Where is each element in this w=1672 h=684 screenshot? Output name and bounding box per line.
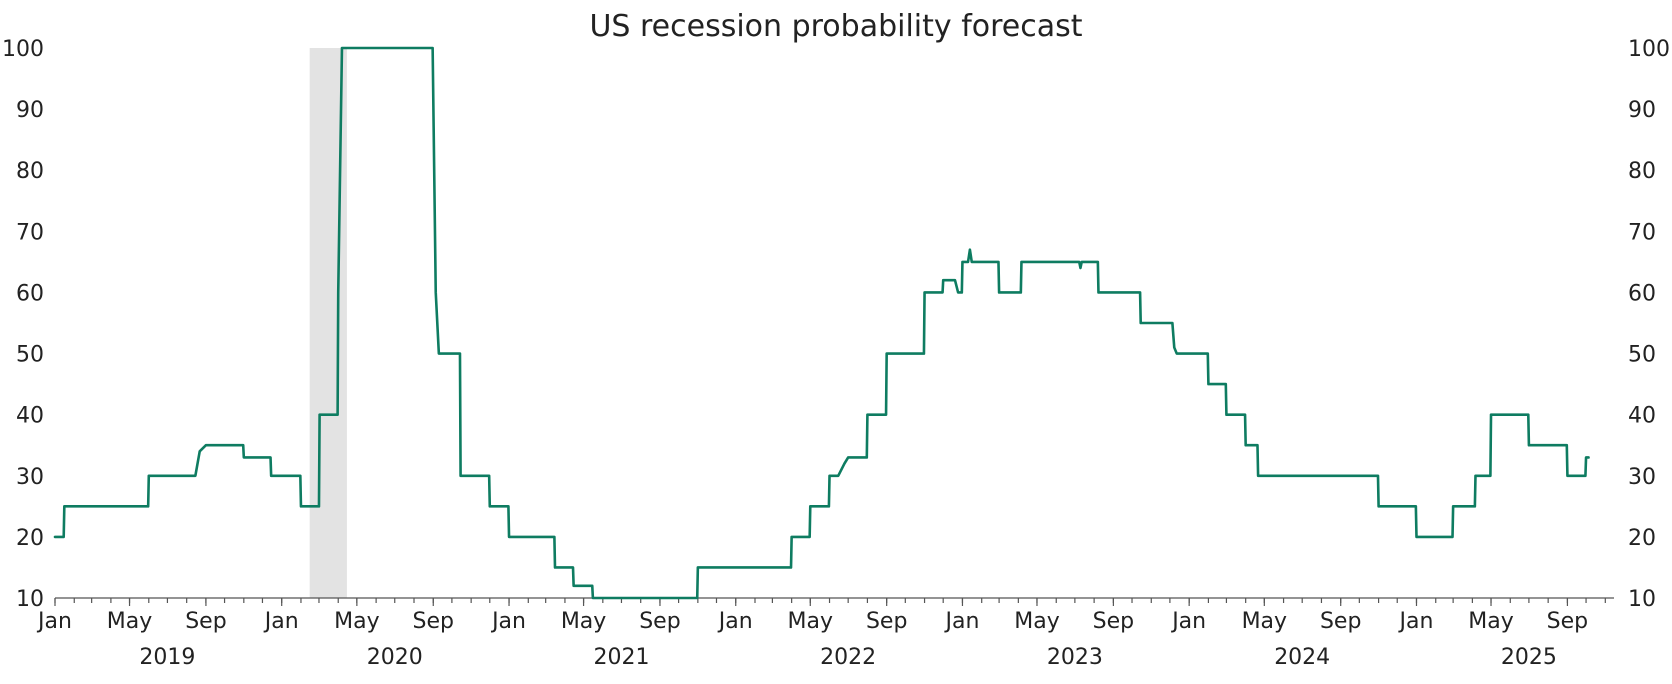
x-year-label: 2024	[1274, 645, 1330, 670]
x-tick-label: Jan	[943, 609, 979, 634]
x-tick-label: Jan	[36, 609, 72, 634]
y-tick-label-right: 50	[1628, 343, 1656, 368]
y-tick-label-right: 60	[1628, 281, 1656, 306]
y-tick-label-right: 80	[1628, 159, 1656, 184]
x-tick-label: May	[788, 609, 833, 634]
x-tick-label: Jan	[490, 609, 526, 634]
y-tick-label-left: 40	[16, 404, 44, 429]
y-tick-label-left: 20	[16, 526, 44, 551]
x-year-label: 2020	[367, 645, 423, 670]
y-tick-label-right: 10	[1628, 587, 1656, 612]
x-tick-label: May	[334, 609, 379, 634]
y-tick-label-left: 100	[2, 37, 44, 62]
y-tick-label-right: 70	[1628, 220, 1656, 245]
y-tick-label-left: 90	[16, 98, 44, 123]
x-tick-label: Sep	[1320, 609, 1361, 634]
x-year-label: 2019	[139, 645, 195, 670]
x-tick-label: Sep	[639, 609, 680, 634]
x-tick-label: Sep	[413, 609, 454, 634]
x-tick-label: May	[107, 609, 152, 634]
x-tick-label: Sep	[866, 609, 907, 634]
y-tick-label-right: 40	[1628, 404, 1656, 429]
y-tick-label-left: 50	[16, 343, 44, 368]
y-tick-label-right: 90	[1628, 98, 1656, 123]
x-tick-label: Sep	[185, 609, 226, 634]
y-tick-label-left: 70	[16, 220, 44, 245]
left-axis: 10 20 30 40 50 60 70 80 90 100	[2, 37, 44, 612]
x-year-label: 2022	[820, 645, 876, 670]
y-tick-label-right: 100	[1628, 37, 1670, 62]
y-tick-label-right: 30	[1628, 465, 1656, 490]
x-tick-label: Jan	[717, 609, 753, 634]
series-layer	[53, 46, 1590, 600]
right-axis: 10 20 30 40 50 60 70 80 90 100	[1628, 37, 1670, 612]
x-tick-label: May	[1014, 609, 1059, 634]
y-tick-label-left: 10	[16, 587, 44, 612]
x-tick-label: Jan	[1398, 609, 1434, 634]
x-tick-label: Jan	[1170, 609, 1206, 634]
y-tick-label-right: 20	[1628, 526, 1656, 551]
x-tick-label: May	[1468, 609, 1513, 634]
y-tick-label-left: 80	[16, 159, 44, 184]
series-line	[53, 46, 1590, 600]
x-tick-label: May	[561, 609, 606, 634]
x-tick-label: Sep	[1547, 609, 1588, 634]
x-year-label: 2021	[593, 645, 649, 670]
y-tick-label-left: 60	[16, 281, 44, 306]
x-axis: Jan May Sep Jan May Sep Jan May Sep Jan May Sep Jan M…	[36, 597, 1614, 670]
x-year-label: 2025	[1501, 645, 1557, 670]
x-tick-label: Jan	[263, 609, 299, 634]
chart-title: US recession probability forecast	[589, 9, 1082, 44]
x-tick-label: May	[1242, 609, 1287, 634]
x-year-label: 2023	[1047, 645, 1103, 670]
y-tick-label-left: 30	[16, 465, 44, 490]
x-tick-label: Sep	[1093, 609, 1134, 634]
